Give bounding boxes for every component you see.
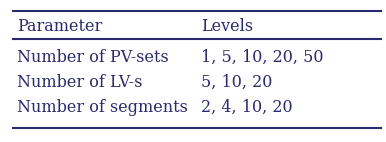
Text: Number of segments: Number of segments (17, 99, 188, 116)
Text: Parameter: Parameter (17, 18, 102, 35)
Text: Number of LV-s: Number of LV-s (17, 74, 142, 91)
Text: 2, 4, 10, 20: 2, 4, 10, 20 (201, 99, 292, 116)
Text: 5, 10, 20: 5, 10, 20 (201, 74, 272, 91)
Text: Levels: Levels (201, 18, 253, 35)
Text: Number of PV-sets: Number of PV-sets (17, 49, 168, 66)
Text: 1, 5, 10, 20, 50: 1, 5, 10, 20, 50 (201, 49, 323, 66)
